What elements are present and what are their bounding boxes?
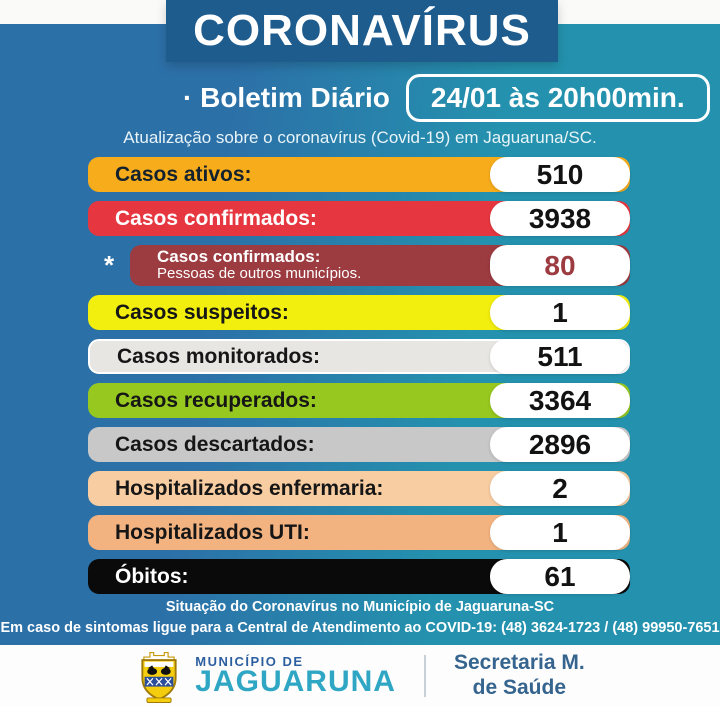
stat-value-pill: 511 bbox=[490, 339, 630, 374]
municipality-wordmark: MUNICÍPIO DE JAGUARUNA bbox=[195, 655, 396, 697]
stat-row: Casos suspeitos: 1 bbox=[88, 295, 630, 330]
stat-value-pill: 3364 bbox=[490, 383, 630, 418]
title-banner: CORONAVÍRUS bbox=[166, 0, 558, 62]
stat-value: 2 bbox=[552, 472, 568, 504]
bulletin-label: · Boletim Diário bbox=[183, 82, 390, 113]
vertical-divider bbox=[423, 654, 426, 697]
stat-value: 1 bbox=[552, 296, 568, 328]
stat-sublabel: Pessoas de outros municípios. bbox=[157, 265, 362, 283]
stat-value-pill: 80 bbox=[490, 245, 630, 286]
asterisk-marker: * bbox=[103, 250, 115, 280]
stat-row: Casos confirmados: 3938 bbox=[88, 201, 630, 236]
bulletin-subtitle: Atualização sobre o coronavírus (Covid-1… bbox=[123, 128, 597, 147]
stat-value-pill: 3938 bbox=[490, 201, 630, 236]
stat-value: 80 bbox=[544, 249, 576, 281]
stat-value: 1 bbox=[552, 516, 568, 548]
stat-label: Casos ativos: bbox=[115, 163, 252, 186]
stat-value-pill: 1 bbox=[490, 295, 630, 330]
stat-row: Óbitos: 61 bbox=[88, 559, 630, 594]
stat-label: Casos confirmados: bbox=[115, 207, 317, 230]
stat-row: Hospitalizados UTI: 1 bbox=[88, 515, 630, 550]
stat-value: 3364 bbox=[528, 384, 592, 416]
stat-value-pill: 2 bbox=[490, 471, 630, 506]
stat-label: Óbitos: bbox=[115, 565, 189, 588]
municipality-name: JAGUARUNA bbox=[195, 664, 396, 698]
footer-note: Situação do Coronavírus no Município de … bbox=[0, 597, 720, 639]
stat-row: Casos recuperados: 3364 bbox=[88, 383, 630, 418]
stat-value-pill: 1 bbox=[490, 515, 630, 550]
stat-value-pill: 510 bbox=[490, 157, 630, 192]
stat-value: 511 bbox=[537, 340, 583, 372]
stat-label: Casos monitorados: bbox=[117, 345, 321, 368]
bulletin-datetime-badge: 24/01 às 20h00min. bbox=[405, 74, 710, 122]
stat-value-pill: 61 bbox=[490, 559, 630, 594]
stats-rows: Casos ativos: 510 Casos confirmados: 3938 * C… bbox=[88, 157, 630, 594]
stat-row: Casos ativos: 510 bbox=[88, 157, 630, 192]
stat-label: Casos suspeitos: bbox=[115, 301, 289, 324]
stat-label: Casos confirmados: bbox=[157, 247, 321, 267]
footer-note-line2: Em caso de sintomas ligue para a Central… bbox=[0, 620, 720, 637]
bulletin-header: · Boletim Diário 24/01 às 20h00min. bbox=[183, 74, 710, 122]
department-line1: Secretaria M. bbox=[453, 651, 585, 675]
page-title: CORONAVÍRUS bbox=[193, 6, 531, 55]
stat-label: Casos descartados: bbox=[115, 433, 315, 456]
stat-row: Hospitalizados enfermaria: 2 bbox=[88, 471, 630, 506]
stat-value: 3938 bbox=[528, 202, 592, 234]
stat-row: Casos monitorados: 511 bbox=[88, 339, 630, 374]
department-name: Secretaria M. de Saúde bbox=[454, 651, 585, 699]
department-line2: de Saúde bbox=[472, 675, 567, 699]
footer-note-line1: Situação do Coronavírus no Município de … bbox=[165, 599, 555, 615]
stat-value: 510 bbox=[536, 158, 584, 190]
stat-row: * Casos confirmados: Pessoas de outros mun… bbox=[88, 245, 630, 286]
stat-row: Casos descartados: 2896 bbox=[88, 427, 630, 462]
footer-brand-bar: MUNICÍPIO DE JAGUARUNA Secretaria M. de … bbox=[0, 645, 720, 706]
municipality-label: MUNICÍPIO DE bbox=[195, 653, 304, 669]
stat-value-pill: 2896 bbox=[490, 427, 630, 462]
stat-label: Hospitalizados enfermaria: bbox=[115, 477, 384, 500]
stat-label: Casos recuperados: bbox=[115, 389, 317, 412]
stat-value: 2896 bbox=[528, 428, 592, 460]
stat-value: 61 bbox=[544, 560, 576, 592]
jaguaruna-coat-of-arms-icon bbox=[141, 651, 177, 703]
stat-label: Hospitalizados UTI: bbox=[115, 521, 310, 544]
